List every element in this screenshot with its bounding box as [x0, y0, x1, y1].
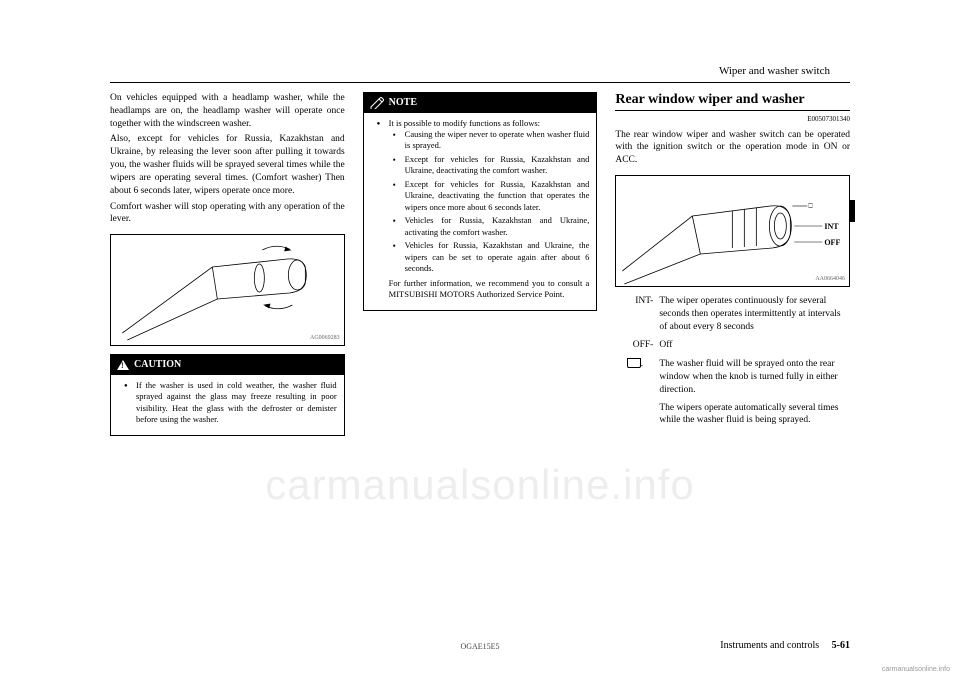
note-lead: It is possible to modify functions as fo…	[381, 118, 590, 301]
lever-illustration	[111, 235, 344, 345]
pencil-icon	[370, 97, 384, 109]
label-off: OFF	[825, 238, 841, 247]
caution-body: If the washer is used in cold weather, t…	[111, 375, 344, 435]
def-key: OFF-	[615, 339, 659, 352]
note-item: Except for vehicles for Russia, Kazakhst…	[397, 179, 590, 213]
note-item: Vehicles for Russia, Kazakhstan and Ukra…	[397, 215, 590, 238]
footer-right: Instruments and controls 5-61	[720, 640, 850, 651]
diagram-code: AA0664046	[815, 275, 845, 283]
note-title: NOTE	[389, 96, 417, 110]
def-row-int: INT- The wiper operates continuously for…	[615, 295, 850, 333]
note-item: Causing the wiper never to operate when …	[397, 129, 590, 152]
def-val: The wiper operates continuously for seve…	[659, 295, 850, 333]
rear-washer-icon	[626, 358, 640, 368]
knob-diagram: ⎕ INT OFF AA0664046	[615, 175, 850, 287]
note-box: NOTE It is possible to modify functions …	[363, 92, 598, 311]
column-3: Rear window wiper and washer E0050730134…	[615, 92, 850, 442]
header-rule	[110, 82, 850, 83]
page-footer: OGAE15E5 Instruments and controls 5-61	[110, 640, 850, 651]
warning-triangle-icon	[117, 360, 129, 370]
footer-page-number: 5-61	[832, 640, 850, 651]
note-item: Vehicles for Russia, Kazakhstan and Ukra…	[397, 240, 590, 274]
note-item: Except for vehicles for Russia, Kazakhst…	[397, 154, 590, 177]
body-text: Comfort washer will stop operating with …	[110, 201, 345, 227]
page-header: Wiper and washer switch	[719, 65, 830, 77]
column-2: NOTE It is possible to modify functions …	[363, 92, 598, 442]
def-row-washer: - The washer fluid will be sprayed onto …	[615, 358, 850, 427]
washer-icon: -	[615, 358, 659, 427]
def-val: The washer fluid will be sprayed onto th…	[659, 358, 850, 427]
lever-diagram: AG0069283	[110, 234, 345, 346]
def-val-text: The wipers operate automatically several…	[659, 402, 850, 428]
body-text: Also, except for vehicles for Russia, Ka…	[110, 133, 345, 197]
note-body: It is possible to modify functions as fo…	[364, 113, 597, 310]
caution-item: If the washer is used in cold weather, t…	[128, 380, 337, 426]
def-row-off: OFF- Off	[615, 339, 850, 352]
def-val: Off	[659, 339, 850, 352]
definition-list: INT- The wiper operates continuously for…	[615, 295, 850, 427]
footer-doc-code: OGAE15E5	[460, 642, 499, 651]
note-header: NOTE	[364, 93, 597, 113]
source-url: carmanualsonline.info	[882, 666, 950, 673]
column-1: On vehicles equipped with a headlamp was…	[110, 92, 345, 442]
body-text: The rear window wiper and washer switch …	[615, 129, 850, 167]
def-key: INT-	[615, 295, 659, 333]
diagram-code: AG0069283	[310, 334, 340, 342]
def-val-text: The washer fluid will be sprayed onto th…	[659, 358, 850, 396]
caution-box: CAUTION If the washer is used in cold we…	[110, 354, 345, 435]
knob-illustration: ⎕ INT OFF	[616, 176, 849, 286]
label-int: INT	[825, 222, 840, 231]
section-code: E00507301340	[615, 115, 850, 124]
note-tail: For further information, we recommend yo…	[389, 278, 590, 301]
caution-title: CAUTION	[134, 358, 181, 372]
label-wash-icon: ⎕	[809, 202, 813, 210]
body-text: On vehicles equipped with a headlamp was…	[110, 92, 345, 130]
footer-section-name: Instruments and controls	[720, 640, 819, 651]
caution-header: CAUTION	[111, 355, 344, 375]
note-lead-text: It is possible to modify functions as fo…	[389, 118, 540, 128]
section-title: Rear window wiper and washer	[615, 92, 850, 111]
